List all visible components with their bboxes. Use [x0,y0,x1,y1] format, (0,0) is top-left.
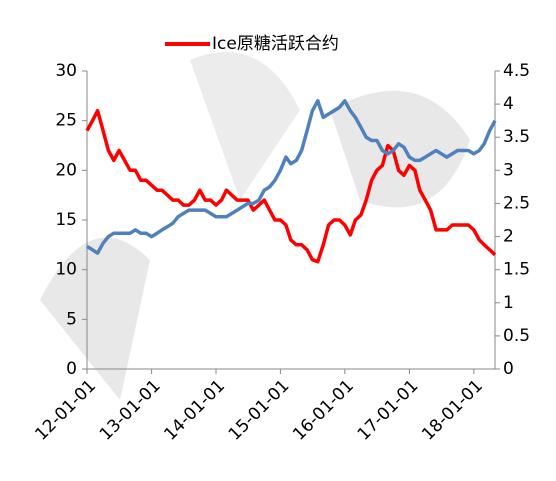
y2-tick-label: 2 [503,227,514,247]
x-tick-label: 12-01-01 [31,376,100,445]
y2-tick-label: 3.5 [503,127,530,147]
y-tick-label: 0 [66,359,77,379]
y2-tick-label: 2.5 [503,193,530,213]
watermark [190,51,300,201]
x-tick-label: 17-01-01 [354,376,423,445]
y2-tick-label: 0.5 [503,326,530,346]
y-tick-label: 5 [66,309,77,329]
watermark [330,90,470,208]
x-tick-label: 14-01-01 [160,376,229,445]
x-tick-label: 15-01-01 [225,376,294,445]
y2-tick-label: 1 [503,293,514,313]
y-tick-label: 20 [55,160,77,180]
y2-tick-label: 0 [503,359,514,379]
x-tick-label: 13-01-01 [96,376,165,445]
y-tick-label: 30 [55,61,77,81]
series-line [86,99,497,255]
y-tick-label: 10 [55,260,77,280]
y-tick-label: 15 [55,210,77,230]
legend-label: Ice原糖活跃合约 [212,34,339,54]
y2-tick-label: 3 [503,160,514,180]
y2-tick-label: 4 [503,94,514,114]
x-tick-label: 16-01-01 [289,376,358,445]
watermark [40,237,150,400]
y2-tick-label: 4.5 [503,61,530,81]
y2-tick-label: 1.5 [503,260,530,280]
x-tick-label: 18-01-01 [418,376,487,445]
series-line [85,108,497,264]
y-tick-label: 25 [55,111,77,131]
